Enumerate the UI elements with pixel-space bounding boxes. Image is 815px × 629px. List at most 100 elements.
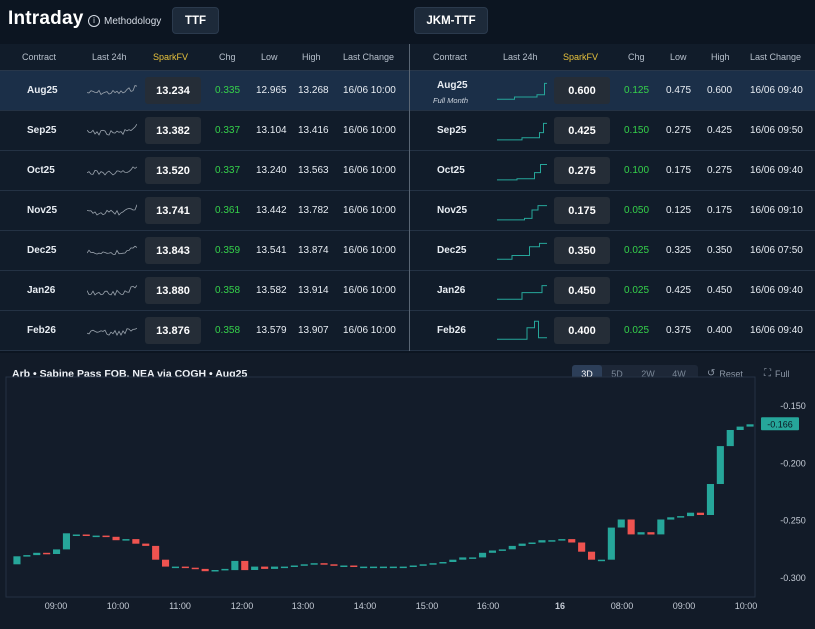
candle[interactable] [439,562,447,564]
table-row[interactable]: Jan26 0.450 0.025 0.425 0.450 16/06 09:40 [410,271,815,311]
candle[interactable] [627,519,635,535]
col-low[interactable]: Low [261,52,278,62]
candle[interactable] [637,532,645,535]
candle[interactable] [53,549,61,554]
range-5d-button[interactable]: 5D [611,368,623,379]
candle[interactable] [677,516,685,518]
candle[interactable] [92,535,100,538]
candle[interactable] [132,539,140,544]
candle[interactable] [578,542,586,552]
reset-button[interactable]: ↺ Reset [707,368,743,379]
col-sparkfv[interactable]: SparkFV [563,52,599,62]
candle[interactable] [488,550,496,553]
candle[interactable] [201,568,209,572]
candle[interactable] [518,543,526,546]
fullscreen-button[interactable]: ⛶ Full [764,368,790,379]
candle[interactable] [231,560,239,571]
candle[interactable] [508,545,516,550]
candle[interactable] [528,542,536,545]
col-low[interactable]: Low [670,52,687,62]
table-row[interactable]: Dec25 0.350 0.025 0.325 0.350 16/06 07:50 [410,231,815,271]
candle[interactable] [310,563,318,565]
col-chg[interactable]: Chg [628,52,645,62]
candle[interactable] [429,563,437,565]
candle[interactable] [617,519,625,528]
col-chg[interactable]: Chg [219,52,236,62]
candle[interactable] [706,484,714,515]
candle[interactable] [449,559,457,562]
col-last-change[interactable]: Last Change [750,52,802,62]
table-row[interactable]: Oct25 13.520 0.337 13.240 13.563 16/06 10:00 [0,151,409,191]
candle[interactable] [746,424,754,427]
candle[interactable] [122,539,130,541]
candle[interactable] [498,549,506,551]
table-row[interactable]: Nov25 13.741 0.361 13.442 13.782 16/06 10:00 [0,191,409,231]
candle[interactable] [280,566,288,569]
candle[interactable] [379,566,387,569]
table-row[interactable]: Sep25 13.382 0.337 13.104 13.416 16/06 10:00 [0,111,409,151]
tab-jkm-ttf[interactable]: JKM-TTF [414,7,488,34]
candle[interactable] [588,551,596,560]
candle[interactable] [290,565,298,568]
candle[interactable] [459,557,467,560]
candle[interactable] [538,540,546,543]
candle[interactable] [469,557,477,559]
candle[interactable] [647,532,655,535]
col-contract[interactable]: Contract [22,52,57,62]
candle[interactable] [558,539,566,541]
candle[interactable] [271,566,279,569]
col-contract[interactable]: Contract [433,52,468,62]
tab-ttf[interactable]: TTF [172,7,219,34]
candle[interactable] [716,446,724,484]
table-row[interactable]: Sep25 0.425 0.150 0.275 0.425 16/06 09:50 [410,111,815,151]
table-row[interactable]: Aug25 13.234 0.335 12.965 13.268 16/06 10:00 [0,71,409,111]
candle[interactable] [112,536,120,541]
table-row[interactable]: Dec25 13.843 0.359 13.541 13.874 16/06 10:00 [0,231,409,271]
table-row[interactable]: Oct25 0.275 0.100 0.175 0.275 16/06 09:40 [410,151,815,191]
candle[interactable] [607,527,615,560]
candle[interactable] [211,570,219,572]
candle[interactable] [152,545,160,560]
candle[interactable] [696,512,704,515]
candle[interactable] [409,565,417,568]
candle[interactable] [320,563,328,565]
candle[interactable] [261,566,269,569]
candle[interactable] [43,552,51,555]
candle[interactable] [191,567,199,570]
candle[interactable] [370,566,378,569]
table-row[interactable]: Feb26 13.876 0.358 13.579 13.907 16/06 10:00 [0,311,409,351]
col-last-change[interactable]: Last Change [343,52,395,62]
candle[interactable] [72,534,80,537]
candle[interactable] [13,556,21,565]
candle[interactable] [171,566,179,569]
methodology-link[interactable]: i Methodology [88,15,161,27]
candle[interactable] [667,517,675,520]
candle[interactable] [221,568,229,571]
candle[interactable] [687,512,695,517]
candle[interactable] [657,519,665,535]
candle[interactable] [419,564,427,566]
candle[interactable] [389,566,397,569]
candle[interactable] [548,540,556,542]
candle[interactable] [597,559,605,562]
table-row[interactable]: Nov25 0.175 0.050 0.125 0.175 16/06 09:10 [410,191,815,231]
candle[interactable] [726,430,734,447]
col-last-24h[interactable]: Last 24h [503,52,538,62]
candle[interactable] [736,426,744,430]
candle[interactable] [251,566,259,570]
range-2w-button[interactable]: 2W [641,368,655,379]
candle[interactable] [142,543,150,546]
candle[interactable] [300,564,308,566]
table-row[interactable]: Jan26 13.880 0.358 13.582 13.914 16/06 10:00 [0,271,409,311]
candle[interactable] [340,565,348,568]
candle[interactable] [82,534,90,537]
col-last-24h[interactable]: Last 24h [92,52,127,62]
candle[interactable] [350,565,358,568]
candle[interactable] [330,564,338,566]
candle[interactable] [23,555,31,557]
candle[interactable] [181,566,189,569]
col-high[interactable]: High [711,52,730,62]
candle[interactable] [568,539,576,543]
candle[interactable] [162,559,170,567]
candle[interactable] [241,560,249,571]
